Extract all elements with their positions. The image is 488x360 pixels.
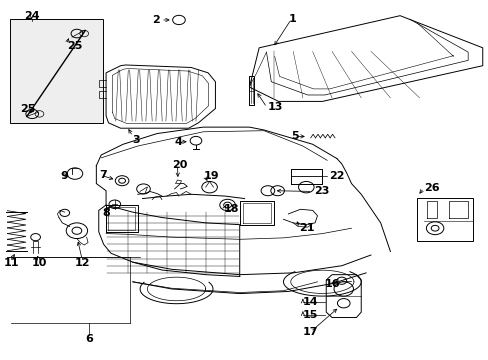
Text: 15: 15 bbox=[302, 310, 318, 320]
Text: 6: 6 bbox=[85, 334, 93, 344]
Text: 2: 2 bbox=[152, 15, 160, 25]
Text: 16: 16 bbox=[324, 279, 340, 289]
Text: 1: 1 bbox=[288, 14, 295, 24]
Text: 25: 25 bbox=[67, 41, 82, 51]
Text: 26: 26 bbox=[424, 183, 439, 193]
Text: 9: 9 bbox=[60, 171, 68, 181]
Text: 19: 19 bbox=[203, 171, 219, 181]
Text: 25: 25 bbox=[20, 104, 35, 114]
Text: 22: 22 bbox=[328, 171, 344, 181]
Bar bbox=[416, 198, 472, 241]
Text: 18: 18 bbox=[223, 204, 238, 214]
Text: 23: 23 bbox=[313, 186, 329, 197]
Text: 21: 21 bbox=[298, 223, 314, 233]
Text: 8: 8 bbox=[102, 208, 110, 218]
Text: 4: 4 bbox=[174, 137, 182, 147]
Text: 13: 13 bbox=[267, 103, 283, 112]
Text: 7: 7 bbox=[100, 170, 107, 180]
Text: 10: 10 bbox=[32, 258, 47, 268]
Text: 3: 3 bbox=[132, 135, 139, 145]
Text: 17: 17 bbox=[302, 327, 318, 337]
Bar bbox=[10, 19, 102, 123]
Text: 20: 20 bbox=[171, 159, 187, 170]
Text: 11: 11 bbox=[3, 258, 19, 268]
Text: 12: 12 bbox=[74, 258, 90, 268]
Text: 14: 14 bbox=[302, 297, 318, 307]
Text: 5: 5 bbox=[290, 131, 298, 141]
Text: 24: 24 bbox=[24, 11, 40, 21]
